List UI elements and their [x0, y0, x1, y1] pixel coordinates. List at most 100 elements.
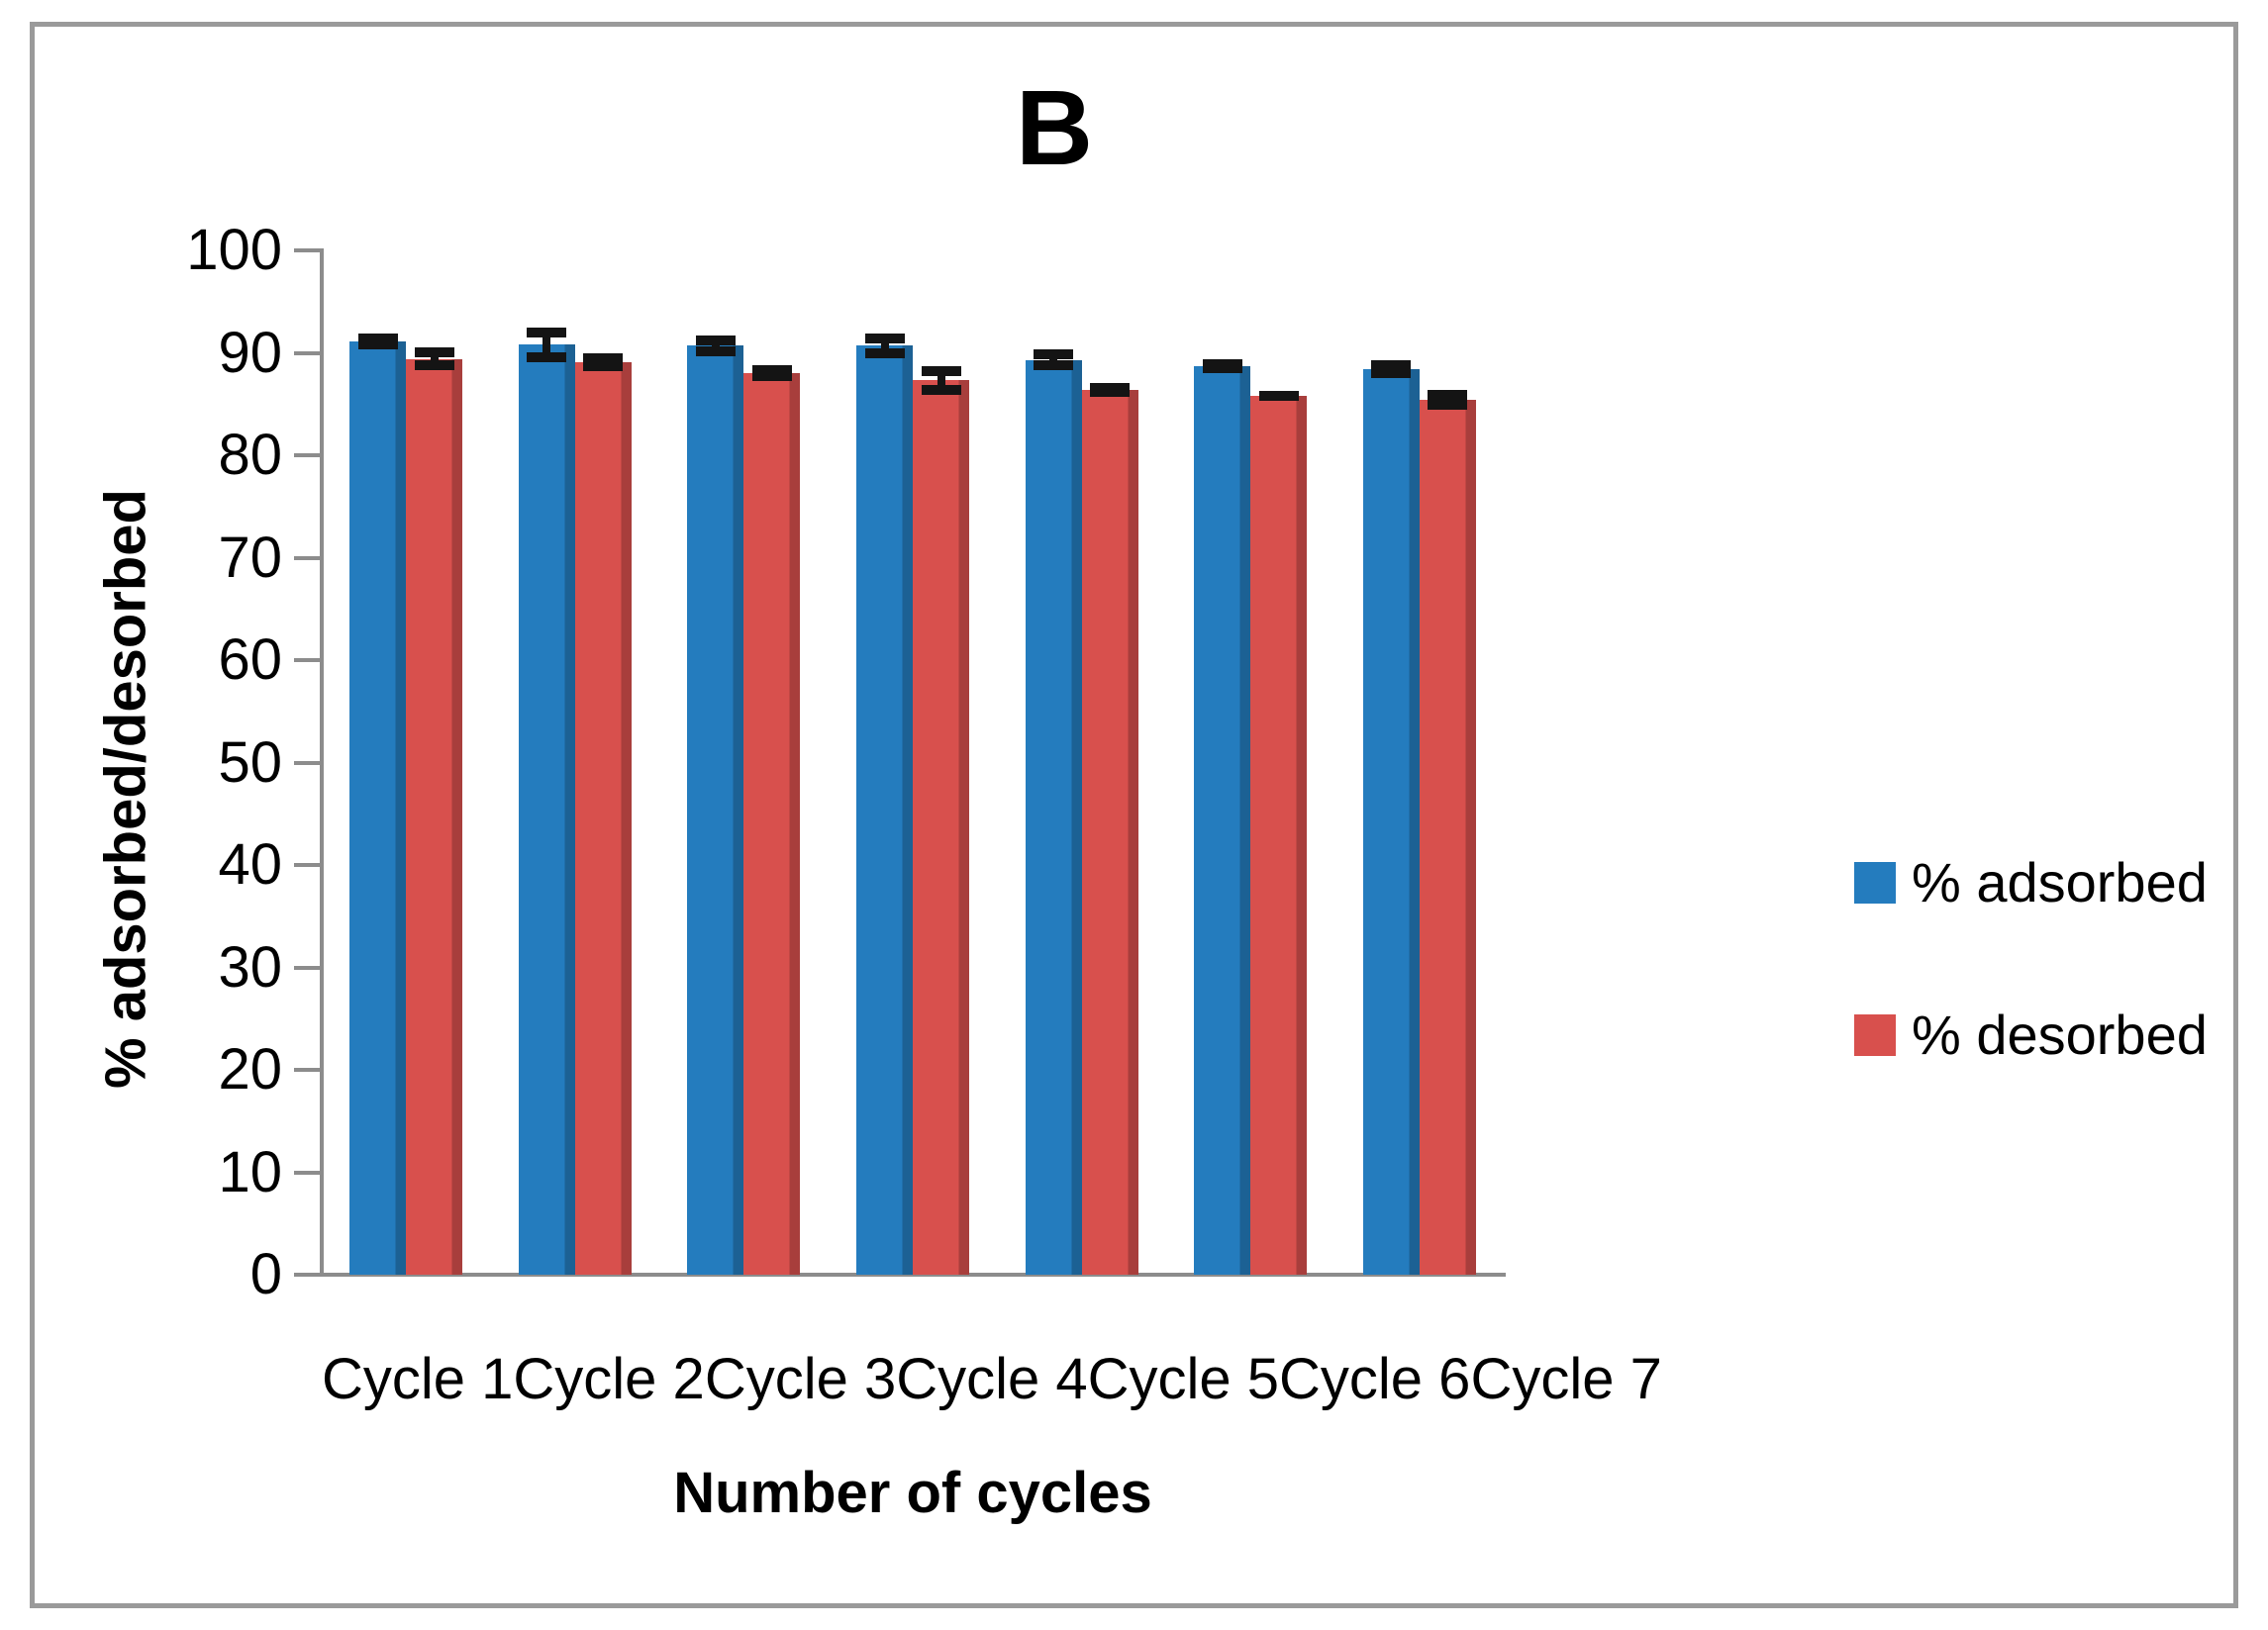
- legend-label: % adsorbed: [1912, 851, 2208, 913]
- error-bar-cap: [414, 360, 454, 371]
- x-tick-label-7: Cycle 7: [1470, 1347, 1662, 1411]
- error-bar-stem: [1049, 349, 1058, 371]
- error-bar: [1034, 349, 1074, 371]
- bar-group-7: [1334, 250, 1504, 1275]
- x-axis-line: [318, 1273, 1506, 1277]
- bar-group-1: [322, 250, 491, 1275]
- x-tick-label-1: Cycle 1: [322, 1347, 514, 1411]
- error-bar-cap: [527, 327, 567, 337]
- error-bar-cap: [921, 365, 961, 376]
- error-bar-cap: [921, 384, 961, 395]
- error-bar-cap: [1258, 391, 1299, 402]
- error-bar-cap: [583, 361, 624, 372]
- bar-adsorbed-cycle-7: [1362, 359, 1420, 1275]
- y-tick-mark-90: [294, 350, 320, 355]
- error-bar-cap: [357, 339, 398, 350]
- bar-desorbed-cycle-1: [406, 347, 463, 1275]
- legend-item-adsorbed: % adsorbed: [1854, 850, 2208, 914]
- y-tick-label-90: 90: [218, 320, 282, 385]
- error-bar-stem: [1443, 389, 1452, 411]
- error-bar-cap: [1202, 363, 1242, 374]
- y-tick-label-0: 0: [249, 1242, 282, 1306]
- error-bar: [357, 333, 398, 350]
- y-tick-mark-50: [294, 760, 320, 765]
- y-tick-mark-10: [294, 1170, 320, 1175]
- error-bar-stem: [937, 365, 945, 395]
- y-tick-label-30: 30: [218, 934, 282, 1000]
- error-bar-cap: [751, 371, 792, 382]
- y-tick-mark-20: [294, 1068, 320, 1072]
- bar-desorbed-cycle-2: [574, 352, 632, 1275]
- bar-adsorbed-cycle-4: [856, 333, 914, 1275]
- y-tick-mark-70: [294, 555, 320, 560]
- bar-group-4: [829, 250, 998, 1275]
- legend-label: % desorbed: [1912, 1004, 2208, 1066]
- error-bar-cap: [695, 345, 736, 356]
- error-bar: [1090, 382, 1131, 398]
- error-bar: [1428, 389, 1468, 411]
- x-tick-label-5: Cycle 5: [1087, 1347, 1280, 1411]
- error-bar-cap: [1090, 387, 1131, 398]
- bar-desorbed-cycle-6: [1250, 390, 1308, 1275]
- x-tick-label-3: Cycle 3: [704, 1347, 897, 1411]
- error-bar: [1202, 358, 1242, 374]
- error-bar: [921, 365, 961, 395]
- legend: % adsorbed % desorbed: [1854, 850, 2208, 1155]
- bar-adsorbed-cycle-3: [687, 335, 744, 1275]
- error-bar-cap: [583, 352, 624, 363]
- error-bar: [1371, 359, 1412, 379]
- y-axis-line: [320, 248, 324, 1277]
- bar-group-5: [997, 250, 1166, 1275]
- error-bar: [864, 333, 905, 358]
- x-tick-label-6: Cycle 6: [1279, 1347, 1471, 1411]
- error-bar-cap: [1034, 349, 1074, 360]
- y-tick-mark-80: [294, 453, 320, 457]
- bar-group-6: [1166, 250, 1335, 1275]
- y-tick-mark-40: [294, 863, 320, 867]
- error-bar-cap: [1428, 400, 1468, 411]
- error-bar-cap: [1371, 359, 1412, 370]
- bar-adsorbed-cycle-5: [1025, 349, 1082, 1275]
- bar-adsorbed-cycle-6: [1194, 358, 1251, 1275]
- y-tick-mark-60: [294, 658, 320, 662]
- error-bar: [1258, 390, 1299, 402]
- bar-desorbed-cycle-3: [743, 364, 801, 1275]
- error-bar: [751, 364, 792, 382]
- error-bar-cap: [1428, 389, 1468, 400]
- error-bar: [695, 335, 736, 356]
- y-tick-label-20: 20: [218, 1037, 282, 1102]
- y-tick-label-40: 40: [218, 832, 282, 897]
- error-bar-stem: [542, 327, 551, 362]
- error-bar-cap: [357, 333, 398, 343]
- x-tick-label-4: Cycle 4: [896, 1347, 1088, 1411]
- legend-item-desorbed: % desorbed: [1854, 1003, 2208, 1067]
- error-bar-cap: [414, 347, 454, 358]
- error-bar-cap: [695, 335, 736, 345]
- y-tick-label-80: 80: [218, 423, 282, 487]
- bar-group-3: [659, 250, 829, 1275]
- error-bar-stem: [711, 335, 720, 356]
- legend-swatch-icon: [1854, 861, 1896, 904]
- y-tick-mark-30: [294, 965, 320, 970]
- error-bar-cap: [527, 351, 567, 362]
- plot-area: [322, 250, 1504, 1275]
- chart-frame: B % adsorbed/desorbed 0 10 20 30 40 50 60 70 80 9…: [30, 22, 2238, 1608]
- y-tick-mark-0: [294, 1273, 320, 1277]
- y-tick-label-100: 100: [186, 218, 282, 282]
- error-bar-cap: [1371, 368, 1412, 379]
- bar-adsorbed-cycle-2: [518, 327, 575, 1275]
- bar-desorbed-cycle-7: [1419, 389, 1476, 1275]
- bar-desorbed-cycle-5: [1081, 382, 1138, 1275]
- bar-group-2: [491, 250, 660, 1275]
- error-bar-cap: [1034, 360, 1074, 371]
- error-bar-stem: [880, 333, 889, 358]
- error-bar: [527, 327, 567, 362]
- error-bar: [414, 347, 454, 371]
- chart-title: B: [1016, 67, 1093, 187]
- x-tick-label-2: Cycle 2: [513, 1347, 705, 1411]
- error-bar: [583, 352, 624, 372]
- y-tick-label-60: 60: [218, 627, 282, 692]
- error-bar-cap: [864, 333, 905, 343]
- y-tick-mark-100: [294, 248, 320, 252]
- x-axis-title: Number of cycles: [673, 1461, 1152, 1525]
